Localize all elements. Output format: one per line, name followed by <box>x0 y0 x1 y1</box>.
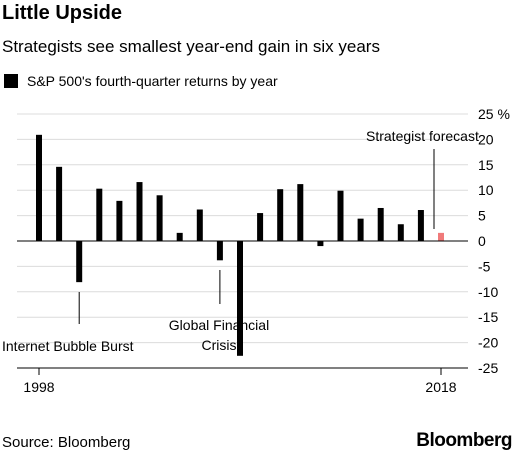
annotation-line: Global Financial <box>169 317 269 333</box>
annotation-internet-bubble: Internet Bubble Burst <box>2 338 134 354</box>
annotation-financial-crisis: Global Financial Crisis <box>169 317 269 353</box>
legend: S&P 500's fourth-quarter returns by year <box>4 73 278 89</box>
bar-2008 <box>237 241 243 356</box>
y-tick-label: -10 <box>478 284 498 300</box>
y-tick-label: 0 <box>478 233 486 249</box>
x-axis: 1998 2018 <box>17 367 468 395</box>
y-tick-label: -20 <box>478 335 498 351</box>
bar-2016 <box>397 224 404 241</box>
bar-2012 <box>317 241 324 247</box>
y-tick-label: -15 <box>478 309 498 325</box>
bars <box>36 134 444 356</box>
y-tick-label: 5 <box>478 208 486 224</box>
y-tick-label: 15 <box>478 157 494 173</box>
chart-title: Little Upside <box>2 2 123 24</box>
bar-2010 <box>277 189 284 241</box>
bar-2003 <box>136 182 143 241</box>
y-tick-label: -5 <box>478 258 491 274</box>
bar-2009 <box>257 213 264 241</box>
bar-2006 <box>196 209 203 241</box>
bar-1999 <box>56 166 63 241</box>
annotation-strategist-forecast: Strategist forecast <box>366 128 479 144</box>
annotation-line: Crisis <box>202 337 237 353</box>
legend-label: S&P 500's fourth-quarter returns by year <box>27 73 278 89</box>
legend-swatch <box>4 74 18 88</box>
bar-2004 <box>156 195 163 241</box>
bar-2014 <box>357 218 364 241</box>
x-tick-label: 1998 <box>23 379 54 395</box>
bar-2005 <box>176 232 183 241</box>
bar-2001 <box>96 188 103 241</box>
source-note: Source: Bloomberg <box>2 434 131 451</box>
bar-2017 <box>417 210 424 241</box>
bar-2015 <box>377 207 384 241</box>
brand-logo: Bloomberg <box>416 430 512 451</box>
y-tick-label: 20 <box>478 131 494 147</box>
bar-2013 <box>337 190 344 241</box>
bar-2011 <box>297 184 304 241</box>
annotations: Internet Bubble Burst Global Financial Cri… <box>2 128 479 354</box>
y-axis-labels: 25 % 20 15 10 5 0 -5 -10 -15 -20 -25 <box>478 106 510 376</box>
bar-1998 <box>36 134 42 241</box>
bar-2002 <box>116 200 123 241</box>
bar-2000 <box>76 241 83 283</box>
bar-2007 <box>216 241 223 261</box>
y-tick-label: 10 <box>478 182 494 198</box>
x-tick-label: 2018 <box>425 379 456 395</box>
y-tick-label: -25 <box>478 360 498 376</box>
y-tick-label: 25 % <box>478 106 510 122</box>
bar-2018 <box>438 232 444 241</box>
chart-subtitle: Strategists see smallest year-end gain i… <box>2 37 380 56</box>
